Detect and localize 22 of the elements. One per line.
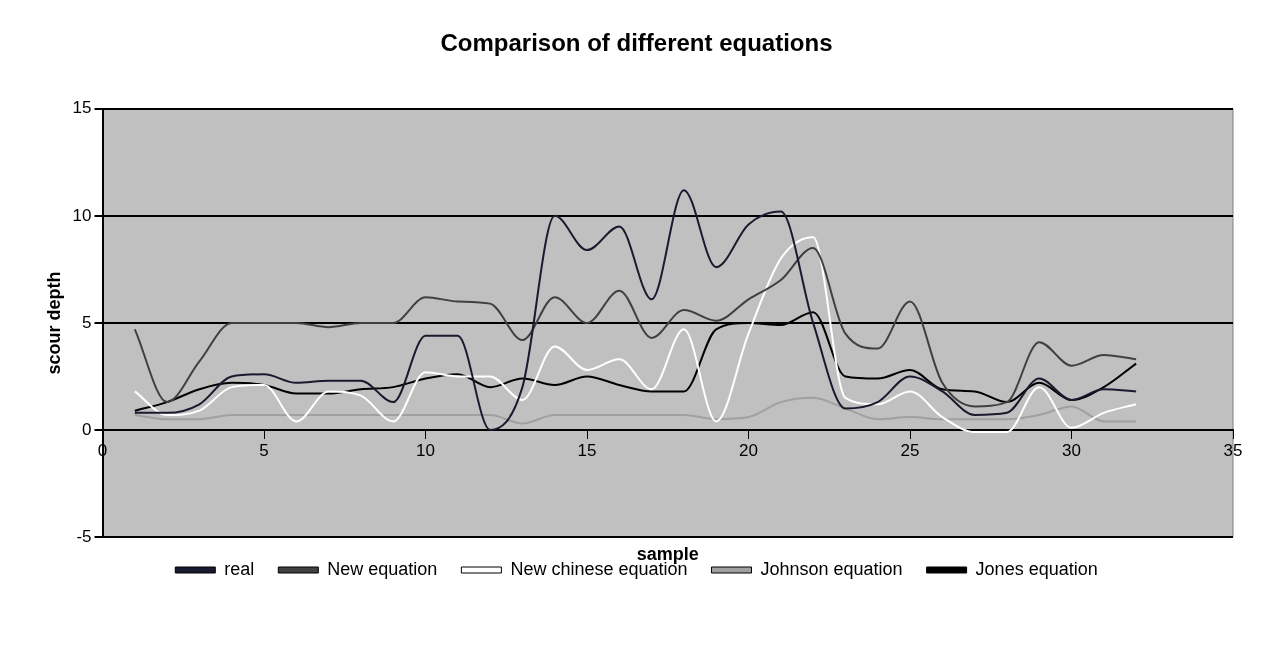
chart-title: Comparison of different equations (440, 29, 833, 57)
y-tick-label: 10 (72, 205, 92, 225)
line-series (133, 189, 1138, 431)
x-tick-label: 5 (259, 440, 269, 460)
line-series (133, 246, 1138, 408)
line-series (133, 236, 1138, 434)
x-tick-label: 15 (577, 440, 597, 460)
legend-label: real (224, 558, 255, 579)
x-tick-label: 20 (739, 440, 758, 460)
y-axis-title: scour depth (43, 271, 64, 375)
y-tick-label: 15 (72, 98, 92, 118)
x-tick-label: 10 (416, 440, 435, 460)
y-tick-label: 0 (82, 419, 92, 439)
legend-label: Johnson equation (760, 558, 903, 579)
legend-label: Jones equation (975, 558, 1098, 579)
y-tick-label: -5 (76, 526, 92, 546)
y-tick-label: 5 (82, 312, 92, 332)
legend-label: New equation (327, 558, 438, 579)
x-tick-label: 35 (1223, 440, 1243, 460)
x-tick-label: 30 (1062, 440, 1081, 460)
x-tick-label: 25 (900, 440, 920, 460)
line-series (133, 396, 1138, 425)
